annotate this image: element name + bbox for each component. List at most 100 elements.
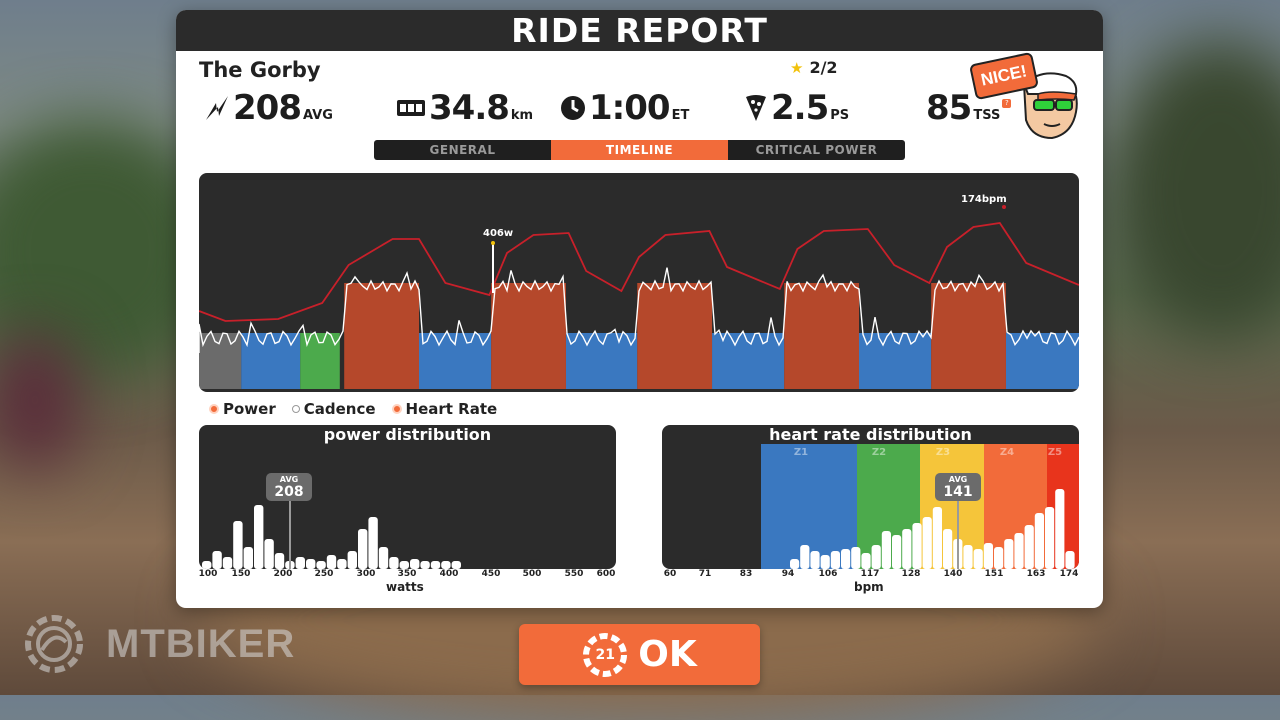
hr-bar bbox=[1024, 525, 1034, 569]
power-bar bbox=[254, 505, 264, 569]
power-bar bbox=[243, 547, 253, 569]
hr-bar bbox=[1065, 551, 1075, 569]
power-tick: 600 bbox=[596, 569, 616, 579]
rider-name: The Gorby bbox=[199, 58, 321, 82]
hr-bar bbox=[851, 547, 861, 569]
hr-bar bbox=[932, 507, 942, 569]
power-bar bbox=[368, 517, 378, 569]
hr-avg-line bbox=[957, 501, 959, 569]
timeline-legend: Power Cadence Heart Rate bbox=[209, 400, 497, 418]
zone-label-z2: Z2 bbox=[871, 447, 887, 458]
timeline-interval-block bbox=[344, 283, 419, 389]
power-bar bbox=[358, 529, 368, 569]
stat-pizza-slices: 2.5 PS bbox=[744, 88, 849, 128]
hr-avg-label: AVG bbox=[948, 475, 968, 484]
timeline-zone-band bbox=[1005, 333, 1079, 389]
stat-avg-power: 208 AVG bbox=[204, 88, 333, 128]
background-tree-right bbox=[1110, 40, 1280, 340]
tab-general[interactable]: GENERAL bbox=[374, 140, 551, 160]
legend-power-label: Power bbox=[223, 400, 276, 418]
legend-cadence[interactable]: Cadence bbox=[291, 400, 376, 418]
pizza-unit: PS bbox=[830, 108, 850, 123]
power-tick: 300 bbox=[356, 569, 376, 579]
hr-bar bbox=[881, 531, 891, 569]
power-bar bbox=[306, 559, 316, 569]
hr-tick: 71 bbox=[698, 569, 712, 579]
ok-button-label: OK bbox=[638, 634, 697, 675]
tab-critical-power[interactable]: CRITICAL POWER bbox=[728, 140, 905, 160]
power-avg-label: AVG bbox=[279, 475, 299, 484]
hr-tick: 83 bbox=[739, 569, 753, 579]
avatar: NICE! bbox=[968, 51, 1084, 140]
hr-bar bbox=[800, 545, 810, 569]
power-axis-ticks: 100 150 200 250 300 350 400 450 500 550 … bbox=[199, 569, 616, 581]
distance-value: 34.8 bbox=[429, 88, 510, 128]
hr-tick: 163 bbox=[1026, 569, 1046, 579]
power-bar bbox=[202, 561, 212, 569]
hr-bar bbox=[871, 545, 881, 569]
hr-bar bbox=[1055, 489, 1065, 569]
stars-count: ★ 2/2 bbox=[790, 58, 838, 77]
hr-bar bbox=[841, 549, 851, 569]
power-avg-badge: AVG 208 bbox=[266, 473, 312, 501]
hr-bar bbox=[790, 559, 800, 569]
heart-rate-distribution-bars bbox=[761, 444, 1079, 569]
clock-icon bbox=[560, 95, 586, 121]
hr-bar bbox=[902, 529, 912, 569]
hr-bar bbox=[810, 551, 820, 569]
watermark-gear-icon bbox=[25, 615, 83, 673]
peak-hr-dot bbox=[1002, 205, 1006, 209]
legend-heart-rate[interactable]: Heart Rate bbox=[391, 400, 498, 418]
tss-help-icon[interactable]: ? bbox=[1002, 99, 1012, 108]
power-icon bbox=[204, 93, 230, 123]
legend-heart-rate-label: Heart Rate bbox=[405, 400, 498, 418]
report-tabs: GENERAL TIMELINE CRITICAL POWER bbox=[374, 140, 905, 160]
power-bar bbox=[222, 557, 233, 569]
power-bar bbox=[420, 561, 430, 569]
hr-bar bbox=[1004, 539, 1014, 569]
power-tick: 450 bbox=[481, 569, 501, 579]
power-bar bbox=[212, 551, 222, 569]
peak-power-dot bbox=[491, 241, 495, 245]
pizza-value: 2.5 bbox=[771, 88, 829, 128]
timeline-zone-band bbox=[241, 333, 301, 389]
legend-power[interactable]: Power bbox=[209, 400, 276, 418]
pizza-icon bbox=[744, 94, 768, 122]
power-bar bbox=[274, 553, 285, 569]
timeline-interval-block bbox=[491, 283, 566, 389]
watermark-text: MTBIKER bbox=[106, 621, 296, 666]
power-tick: 350 bbox=[397, 569, 417, 579]
power-bar bbox=[326, 555, 337, 569]
power-bar bbox=[264, 539, 274, 569]
avg-power-unit: AVG bbox=[302, 108, 333, 123]
hr-bar bbox=[973, 549, 983, 569]
ok-button[interactable]: 21 OK bbox=[519, 624, 760, 685]
power-tick: 200 bbox=[273, 569, 293, 579]
hr-tick: 140 bbox=[943, 569, 963, 579]
zone-label-z4: Z4 bbox=[999, 447, 1015, 458]
hr-bar bbox=[912, 523, 922, 569]
hr-bar bbox=[922, 517, 932, 569]
watermark: MTBIKER bbox=[16, 606, 295, 682]
timeline-interval-block bbox=[784, 283, 859, 389]
legend-power-dot bbox=[209, 404, 219, 414]
timeline-heart-rate-line bbox=[199, 222, 1079, 322]
power-axis-title: watts bbox=[386, 580, 424, 594]
zone-label-z1: Z1 bbox=[793, 447, 809, 458]
tab-timeline[interactable]: TIMELINE bbox=[551, 140, 728, 160]
tss-unit: TSS bbox=[973, 108, 1001, 123]
timeline-chart: 406w 174bpm bbox=[199, 173, 1079, 392]
power-avg-value: 208 bbox=[274, 484, 304, 500]
power-bar bbox=[295, 557, 305, 569]
power-bar bbox=[389, 557, 399, 569]
nice-badge-text: NICE! bbox=[979, 61, 1029, 90]
timeline-interval-block bbox=[931, 283, 1006, 389]
stat-elapsed-time: 1:00 ET bbox=[560, 88, 689, 128]
hr-tick: 94 bbox=[781, 569, 795, 579]
stat-distance: 34.8 km bbox=[396, 88, 533, 128]
legend-heart-rate-dot bbox=[391, 404, 402, 414]
page-title: RIDE REPORT bbox=[176, 10, 1103, 51]
background-rider bbox=[0, 330, 80, 470]
power-avg-line bbox=[289, 501, 291, 569]
power-tick: 150 bbox=[231, 569, 251, 579]
